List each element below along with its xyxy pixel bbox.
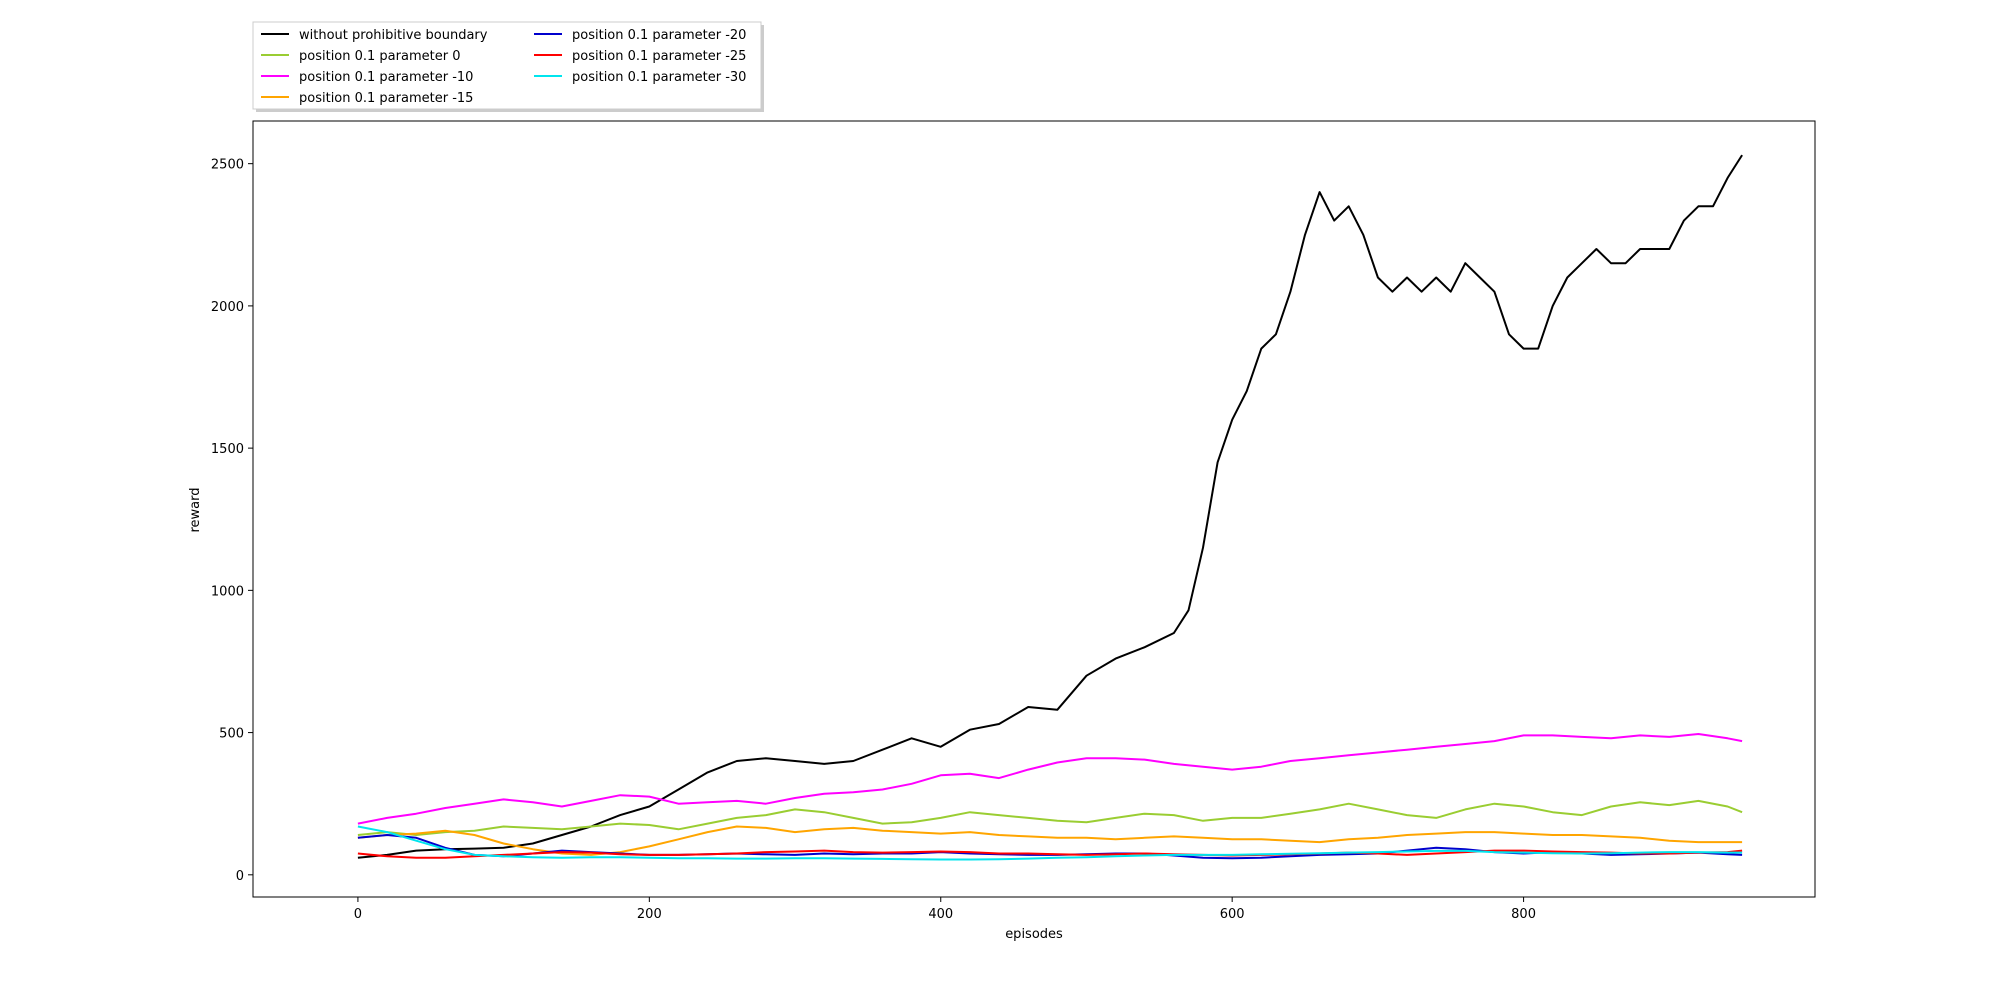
series-line-4 xyxy=(357,825,1743,856)
x-axis-label: episodes xyxy=(1005,927,1063,942)
legend: without prohibitive boundary position 0.1… xyxy=(252,21,764,112)
series-line-6 xyxy=(357,849,1743,859)
x-tick-label: 200 xyxy=(637,907,662,922)
series-line-1 xyxy=(357,154,1743,859)
legend-label: position 0.1 parameter 0 xyxy=(299,49,460,64)
plot-area xyxy=(252,120,1816,898)
legend-label: position 0.1 parameter -10 xyxy=(299,70,473,85)
legend-label: position 0.1 parameter -25 xyxy=(572,49,746,64)
y-axis-label: reward xyxy=(188,487,203,532)
legend-entries: without prohibitive boundary position 0.1… xyxy=(261,28,746,106)
x-tick-label: 0 xyxy=(354,907,362,922)
y-tick-label: 500 xyxy=(219,727,244,742)
x-tick-label: 800 xyxy=(1511,907,1536,922)
y-tick-label: 0 xyxy=(236,869,244,884)
y-axis-ticks: 0 500 1000 1500 2000 2500 xyxy=(211,158,253,884)
legend-label: position 0.1 parameter -20 xyxy=(572,28,746,43)
series-line-7 xyxy=(357,825,1743,861)
y-tick-label: 1500 xyxy=(211,442,244,457)
series-line-3 xyxy=(357,733,1743,825)
legend-label: without prohibitive boundary xyxy=(299,28,488,43)
y-tick-label: 2000 xyxy=(211,300,244,315)
x-tick-label: 400 xyxy=(928,907,953,922)
series-lines xyxy=(357,154,1743,861)
y-tick-label: 1000 xyxy=(211,584,244,599)
series-line-2 xyxy=(357,799,1743,836)
legend-box xyxy=(252,21,762,110)
legend-label: position 0.1 parameter -15 xyxy=(299,91,473,106)
x-tick-label: 600 xyxy=(1220,907,1245,922)
y-tick-label: 2500 xyxy=(211,158,244,173)
x-axis-ticks: 0 200 400 600 800 xyxy=(354,897,1536,922)
legend-label: position 0.1 parameter -30 xyxy=(572,70,746,85)
